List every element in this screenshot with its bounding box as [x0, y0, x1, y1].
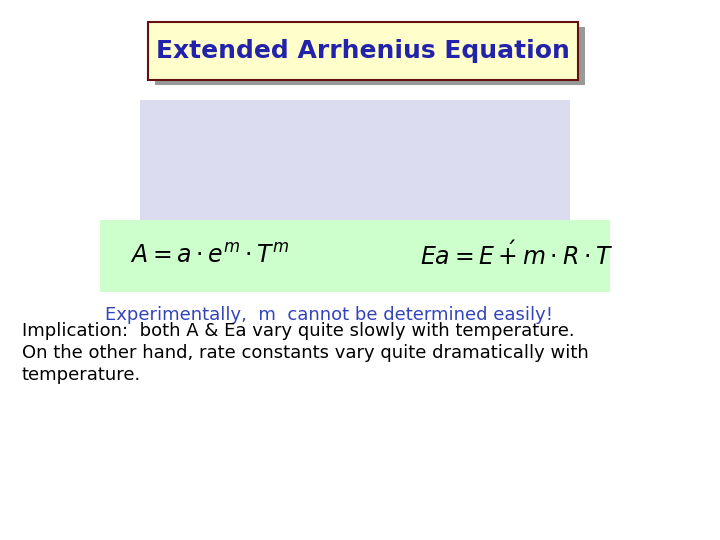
Bar — [140, 100, 570, 285]
Bar — [100, 220, 610, 292]
Text: temperature.: temperature. — [22, 366, 141, 384]
Text: $A = a \cdot e^{m} \cdot T^{m}$: $A = a \cdot e^{m} \cdot T^{m}$ — [130, 244, 290, 268]
Text: Extended Arrhenius Equation: Extended Arrhenius Equation — [156, 39, 570, 63]
Text: Implication:  both A & Ea vary quite slowly with temperature.: Implication: both A & Ea vary quite slow… — [22, 322, 575, 340]
Bar — [148, 22, 578, 80]
Text: Experimentally,  m  cannot be determined easily!: Experimentally, m cannot be determined e… — [105, 306, 553, 324]
Bar — [155, 27, 585, 85]
Text: $Ea = E\'+m \cdot R \cdot T$: $Ea = E\'+m \cdot R \cdot T$ — [420, 242, 613, 270]
Text: On the other hand, rate constants vary quite dramatically with: On the other hand, rate constants vary q… — [22, 344, 589, 362]
